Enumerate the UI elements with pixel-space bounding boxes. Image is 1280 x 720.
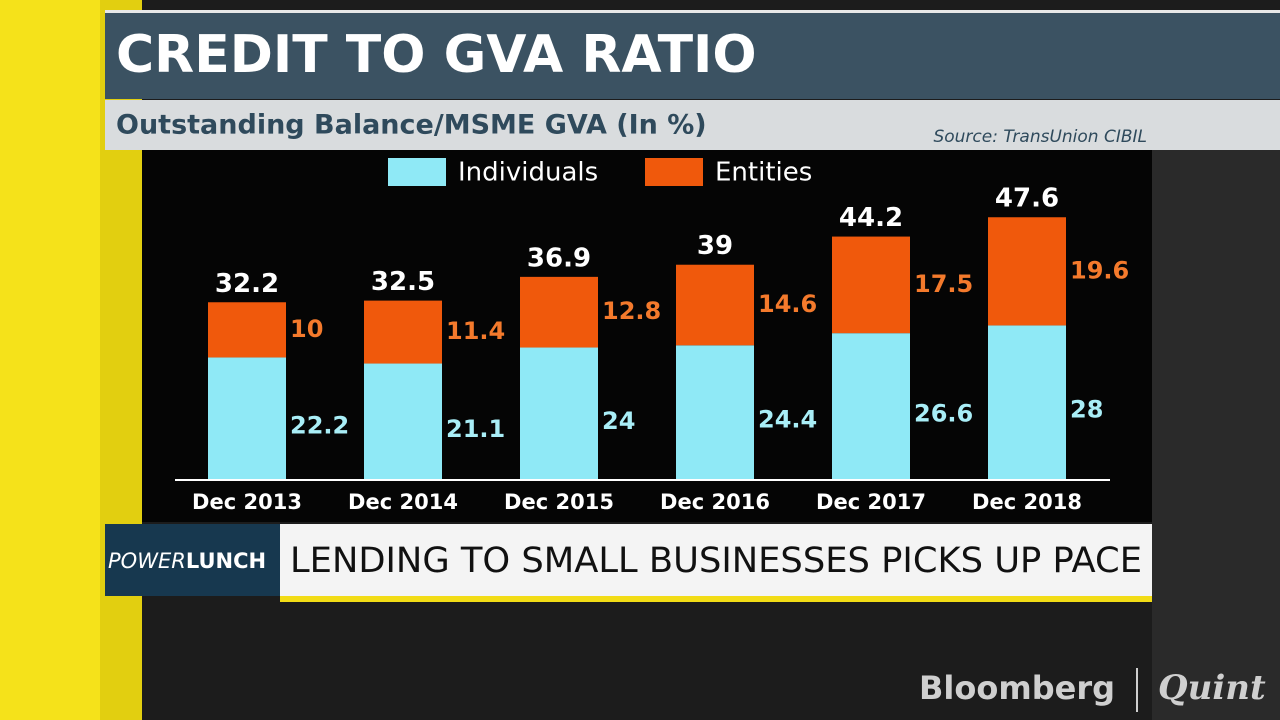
total-label: 32.5 [371, 267, 435, 297]
headline-underline [280, 596, 1152, 602]
bar-segment [364, 363, 442, 480]
data-label: 10 [290, 315, 323, 343]
bar-segment [520, 347, 598, 480]
data-label: 28 [1070, 396, 1103, 424]
bar-segment [832, 236, 910, 334]
show-name: POWERLUNCH [108, 549, 266, 573]
title-top-line [105, 10, 1280, 13]
bar-segment [520, 276, 598, 348]
data-label: 17.5 [914, 270, 973, 298]
chart-title: CREDIT TO GVA RATIO [116, 25, 757, 85]
show-name-part: LUNCH [186, 549, 266, 573]
x-tick-label: Dec 2015 [504, 490, 614, 514]
bar-segment [676, 345, 754, 480]
x-tick-label: Dec 2013 [192, 490, 302, 514]
side-panel [1152, 150, 1280, 720]
bar-segment [364, 300, 442, 364]
subtitle-bar [105, 100, 1280, 150]
yellow-strip [0, 0, 100, 720]
x-tick-label: Dec 2017 [816, 490, 926, 514]
headline-bar [280, 524, 1152, 596]
bar-segment [676, 264, 754, 346]
bar-segment [208, 302, 286, 358]
headline: LENDING TO SMALL BUSINESSES PICKS UP PAC… [290, 541, 1142, 581]
data-label: 22.2 [290, 412, 349, 440]
total-label: 32.2 [215, 269, 279, 299]
logo: Bloomberg [919, 669, 1115, 707]
total-label: 39 [697, 231, 733, 261]
subtitle: Outstanding Balance/MSME GVA (In %) [116, 110, 707, 141]
data-label: 11.4 [446, 317, 505, 345]
legend-label: Entities [715, 158, 812, 188]
data-label: 14.6 [758, 290, 817, 318]
logo-divider [1136, 668, 1138, 712]
title-bar [105, 13, 1280, 99]
x-tick-label: Dec 2018 [972, 490, 1082, 514]
bar-segment [832, 333, 910, 480]
total-label: 47.6 [995, 184, 1059, 214]
source: Source: TransUnion CIBIL [933, 127, 1147, 147]
chart: Individuals Entities 22.2 10 32.2 Dec 2013 21.… [175, 158, 1129, 514]
data-label: 12.8 [602, 297, 661, 325]
legend-swatch [645, 158, 703, 186]
show-box [105, 524, 280, 596]
chart-panel [142, 150, 1152, 522]
x-tick-label: Dec 2016 [660, 490, 770, 514]
bar-segment [208, 357, 286, 480]
total-label: 36.9 [527, 243, 591, 273]
bar-segment [988, 325, 1066, 480]
data-label: 19.6 [1070, 256, 1129, 284]
x-tick-label: Dec 2014 [348, 490, 458, 514]
data-label: 24 [602, 407, 635, 435]
legend-swatch [388, 158, 446, 186]
data-label: 24.4 [758, 406, 817, 434]
logo: Quint [1158, 668, 1266, 708]
bar-segment [988, 217, 1066, 326]
data-label: 21.1 [446, 415, 505, 443]
total-label: 44.2 [839, 203, 903, 233]
data-label: 26.6 [914, 400, 973, 428]
legend-label: Individuals [458, 158, 598, 188]
show-name-part: POWER [108, 549, 186, 573]
